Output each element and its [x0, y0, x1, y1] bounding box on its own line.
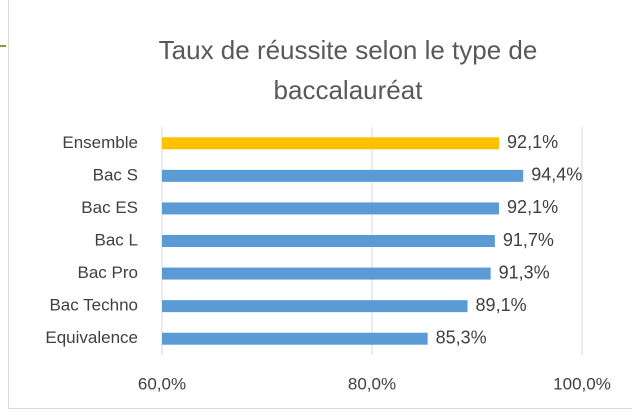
bar	[162, 235, 495, 247]
value-label: 89,1%	[476, 295, 527, 315]
x-tick-label: 100,0%	[553, 374, 611, 393]
x-tick-label: 60,0%	[138, 374, 186, 393]
value-label: 85,3%	[436, 327, 487, 347]
value-label: 92,1%	[507, 132, 558, 152]
x-tick-label: 80,0%	[348, 374, 396, 393]
value-label: 91,7%	[503, 230, 554, 250]
value-label: 91,3%	[499, 262, 550, 282]
bar	[162, 300, 468, 313]
chart-border	[8, 0, 632, 409]
y-tick-label: Bac ES	[81, 198, 138, 217]
chart-title: Taux de réussite selon le type de baccal…	[158, 35, 538, 105]
value-label: 92,1%	[507, 197, 558, 217]
y-tick-label: Bac Techno	[49, 296, 138, 315]
y-tick-label: Bac L	[95, 230, 138, 249]
bar	[162, 332, 428, 345]
bar	[162, 202, 500, 215]
bar	[162, 137, 500, 150]
y-tick-label: Equivalence	[45, 328, 138, 347]
y-tick-label: Ensemble	[62, 133, 138, 152]
bar	[162, 169, 524, 182]
y-tick-label: Bac S	[93, 165, 138, 184]
y-tick-label: Bac Pro	[78, 263, 138, 282]
value-label: 94,4%	[531, 165, 582, 185]
bar	[162, 267, 491, 280]
